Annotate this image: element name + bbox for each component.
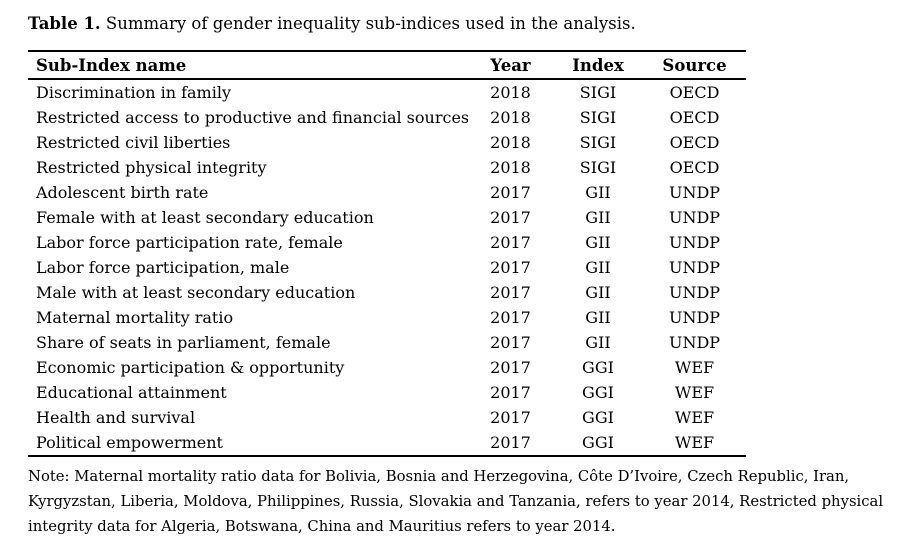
cell-source: UNDP: [668, 183, 721, 202]
cell-source: WEF: [674, 433, 715, 452]
cell-year: 2017: [490, 183, 531, 202]
cell-year: 2017: [490, 383, 531, 402]
cell-index: GGI: [582, 358, 614, 377]
cell-index: GGI: [582, 433, 614, 452]
cell-source: UNDP: [668, 208, 721, 227]
cell-source: OECD: [669, 83, 720, 102]
cell-name: Restricted access to productive and fina…: [36, 108, 468, 127]
table-caption-label: Table 1.: [28, 14, 101, 33]
cell-name: Labor force participation, male: [36, 258, 290, 277]
cell-name: Restricted civil liberties: [36, 133, 231, 152]
table-row: Health and survival 2017 GGI WEF: [28, 405, 746, 430]
cell-source: WEF: [674, 358, 715, 377]
cell-source: UNDP: [668, 308, 721, 327]
cell-year: 2017: [490, 233, 531, 252]
table-row: Share of seats in parliament, female 2017…: [28, 330, 746, 355]
table-row: Restricted access to productive and fina…: [28, 105, 746, 130]
cell-source: OECD: [669, 158, 720, 177]
column-header-year: Year: [468, 51, 553, 80]
column-header-index: Index: [553, 51, 643, 80]
cell-source: OECD: [669, 108, 720, 127]
table-row: Economic participation & opportunity 2017…: [28, 355, 746, 380]
table-row: Educational attainment 2017 GGI WEF: [28, 380, 746, 405]
cell-index: SIGI: [579, 83, 617, 102]
cell-index: GII: [585, 308, 611, 327]
cell-name: Economic participation & opportunity: [36, 358, 345, 377]
cell-year: 2017: [490, 208, 531, 227]
cell-source: UNDP: [668, 233, 721, 252]
table-row: Maternal mortality ratio 2017 GII UNDP: [28, 305, 746, 330]
cell-year: 2017: [490, 358, 531, 377]
cell-source: UNDP: [668, 258, 721, 277]
cell-index: SIGI: [579, 133, 617, 152]
cell-index: GII: [585, 183, 611, 202]
table-row: Restricted physical integrity 2018 SIGI OEC…: [28, 155, 746, 180]
subindices-table: Sub-Index name Year Index Source Discrimina…: [28, 50, 746, 457]
table-row: Adolescent birth rate 2017 GII UNDP: [28, 180, 746, 205]
cell-year: 2017: [490, 333, 531, 352]
cell-name: Discrimination in family: [36, 83, 231, 102]
cell-index: GII: [585, 333, 611, 352]
cell-name: Female with at least secondary education: [36, 208, 374, 227]
cell-year: 2017: [490, 258, 531, 277]
table-body: Discrimination in family 2018 SIGI OECD Rest…: [28, 79, 746, 456]
cell-index: GII: [585, 208, 611, 227]
cell-index: GGI: [582, 408, 614, 427]
cell-index: SIGI: [579, 158, 617, 177]
cell-source: WEF: [674, 383, 715, 402]
cell-source: UNDP: [668, 283, 721, 302]
cell-index: GII: [585, 233, 611, 252]
cell-source: WEF: [674, 408, 715, 427]
cell-year: 2018: [490, 108, 531, 127]
cell-source: OECD: [669, 133, 720, 152]
table-note: Note: Maternal mortality ratio data for …: [28, 468, 884, 535]
cell-index: SIGI: [579, 108, 617, 127]
cell-index: GGI: [582, 383, 614, 402]
table-row: Female with at least secondary education…: [28, 205, 746, 230]
cell-source: UNDP: [668, 333, 721, 352]
cell-index: GII: [585, 283, 611, 302]
cell-name: Political empowerment: [36, 433, 223, 452]
cell-name: Male with at least secondary education: [36, 283, 356, 302]
column-header-name: Sub-Index name: [28, 51, 468, 80]
table-row: Labor force participation rate, female 20…: [28, 230, 746, 255]
cell-name: Labor force participation rate, female: [36, 233, 343, 252]
cell-year: 2017: [490, 308, 531, 327]
cell-year: 2018: [490, 158, 531, 177]
table-row: Discrimination in family 2018 SIGI OECD: [28, 79, 746, 105]
cell-year: 2018: [490, 83, 531, 102]
cell-name: Adolescent birth rate: [36, 183, 209, 202]
cell-year: 2017: [490, 283, 531, 302]
table-caption-text: Summary of gender inequality sub-indices…: [105, 14, 636, 33]
cell-index: GII: [585, 258, 611, 277]
cell-name: Health and survival: [36, 408, 196, 427]
table-row: Restricted civil liberties 2018 SIGI OECD: [28, 130, 746, 155]
table-row: Labor force participation, male 2017 GII UN…: [28, 255, 746, 280]
cell-name: Share of seats in parliament, female: [36, 333, 331, 352]
cell-year: 2018: [490, 133, 531, 152]
cell-name: Educational attainment: [36, 383, 227, 402]
cell-name: Maternal mortality ratio: [36, 308, 234, 327]
cell-name: Restricted physical integrity: [36, 158, 267, 177]
table-row: Political empowerment 2017 GGI WEF: [28, 430, 746, 456]
table-caption: Table 1. Summary of gender inequality su…: [28, 12, 888, 36]
table-row: Male with at least secondary education 20…: [28, 280, 746, 305]
cell-year: 2017: [490, 408, 531, 427]
cell-year: 2017: [490, 433, 531, 452]
table-header-row: Sub-Index name Year Index Source: [28, 51, 746, 80]
column-header-source: Source: [643, 51, 746, 80]
